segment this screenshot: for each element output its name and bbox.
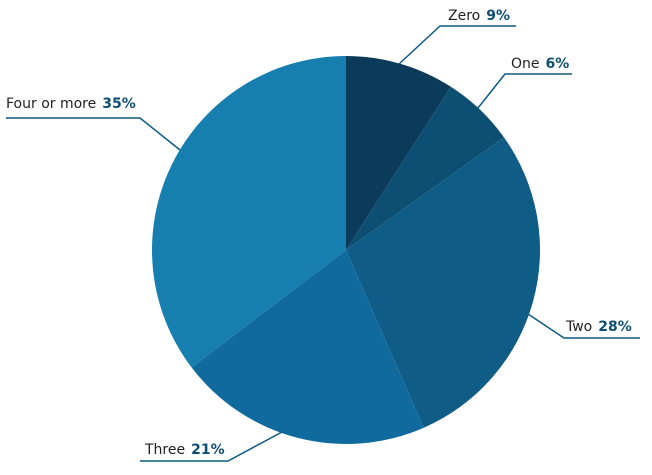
leader-line <box>6 117 181 151</box>
leader-line <box>140 431 283 462</box>
slice-label: One 6% <box>511 56 569 72</box>
leader-line <box>524 311 640 339</box>
value-label: 21% <box>191 442 225 458</box>
category-label: Four or more <box>6 96 96 112</box>
pie-slice <box>346 56 451 250</box>
slice-label: Two 28% <box>565 319 632 335</box>
value-label: 9% <box>486 8 510 24</box>
pie-slice <box>152 56 346 368</box>
category-label: Three <box>144 442 185 458</box>
category-label: Two <box>565 319 592 335</box>
value-label: 6% <box>546 56 570 72</box>
category-label: Zero <box>448 8 480 24</box>
pie-slice <box>346 86 505 250</box>
value-label: 28% <box>598 319 632 335</box>
value-label: 35% <box>102 96 136 112</box>
slice-label: Three 21% <box>144 442 225 458</box>
leader-line <box>398 25 516 65</box>
slice-label: Four or more 35% <box>6 96 136 112</box>
pie-slice <box>191 250 424 444</box>
leader-line <box>477 73 572 109</box>
pie-slice <box>346 137 540 428</box>
slice-label: Zero 9% <box>448 8 510 24</box>
category-label: One <box>511 56 540 72</box>
